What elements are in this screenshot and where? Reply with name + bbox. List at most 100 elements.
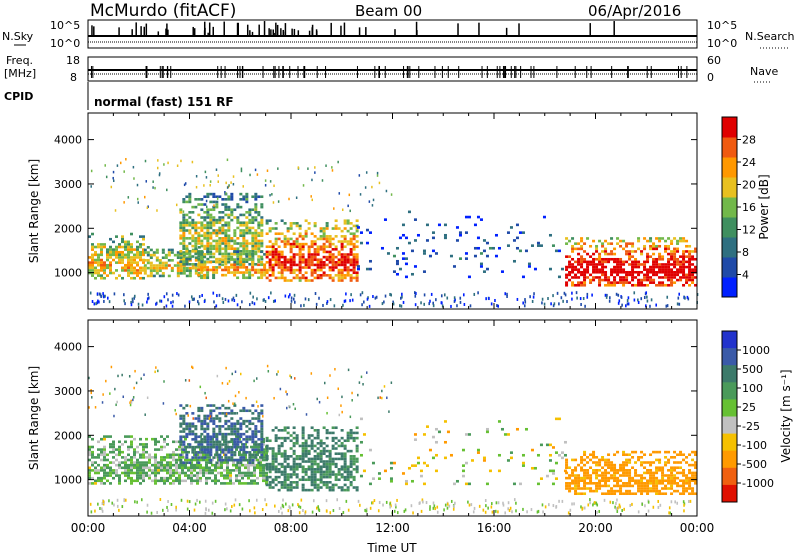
power-cell [200,229,204,232]
power-cell [416,233,420,237]
power-cell [307,245,311,249]
power-cell [161,266,165,270]
velocity-cell [200,456,204,459]
velocity-cell [262,443,265,446]
velocity-cell [209,440,213,444]
velocity-cell [188,427,192,431]
velocity-cell [234,498,237,502]
power-cell [375,295,378,299]
velocity-cell [334,367,336,371]
power-cell [310,268,314,272]
power-cell [185,260,189,264]
power-cell [254,195,258,199]
velocity-cell [573,502,575,506]
velocity-cell [640,476,644,480]
velocity-cell [215,453,219,457]
velocity-cell [130,476,133,480]
power-x-ticks [87,113,698,309]
power-cell [206,266,210,269]
velocity-cell [277,449,281,453]
velocity-cell [571,479,575,483]
power-cell [277,271,281,275]
power-cell [319,261,323,264]
velocity-cell [254,443,258,446]
power-cell [637,260,641,264]
power-cell [260,218,264,222]
velocity-cell [352,439,356,443]
power-cell [142,261,145,264]
velocity-cell [178,466,181,470]
power-cell [655,263,659,266]
velocity-cell [194,432,198,436]
power-cell [263,263,267,267]
power-cell [185,250,189,253]
velocity-cell [274,470,278,474]
velocity-cell [301,447,305,450]
power-cell [218,216,222,219]
power-cell [577,252,581,256]
power-cell [661,237,665,240]
power-cell [242,247,246,251]
power-cell [619,239,623,243]
velocity-cell [190,482,193,485]
power-cell [230,211,234,214]
power-cell [649,276,653,279]
velocity-cell [224,440,228,444]
velocity-cell [610,466,614,470]
power-cell [664,265,668,269]
velocity-cell [420,509,423,513]
velocity-cell [139,461,142,464]
velocity-cell [157,479,160,483]
power-cell [251,258,255,261]
power-cell [568,265,572,269]
velocity-cell [316,452,320,456]
velocity-cell [497,501,500,505]
power-cell [260,257,264,261]
velocity-cell [619,463,623,467]
velocity-cell [133,471,136,475]
power-cell [200,208,204,212]
power-cell [88,266,91,270]
velocity-cell [613,463,617,467]
power-cell [233,208,237,212]
velocity-cell [691,487,695,490]
power-cell [331,253,335,256]
power-cell [147,205,149,208]
power-cell [254,237,258,240]
velocity-cell [172,474,175,477]
velocity-cell [259,450,262,454]
power-cell [456,304,458,308]
power-cell [684,296,686,300]
velocity-cell [337,473,341,476]
power-cell [251,242,255,245]
velocity-cell [310,442,314,445]
velocity-cell [154,471,157,475]
velocity-cell [619,505,621,509]
velocity-cell [197,451,201,454]
velocity-cell [652,479,656,483]
velocity-cell [257,414,261,418]
power-cell [422,270,426,273]
velocity-cell [224,438,228,441]
power-cell [191,263,195,266]
power-cell [248,250,252,253]
velocity-cell [622,482,626,485]
power-cell [124,263,127,267]
velocity-cell [301,455,305,458]
velocity-cell [191,425,195,428]
velocity-cell [658,489,662,493]
power-cell [368,267,372,271]
velocity-cell [256,482,259,485]
velocity-cell [522,507,524,511]
velocity-cell [136,461,139,464]
power-cell [571,297,573,301]
velocity-cell [589,476,593,480]
velocity-cell [188,445,192,449]
velocity-cell [340,455,344,458]
power-cell [340,263,344,267]
velocity-cell [619,492,623,496]
velocity-cell [643,487,647,490]
velocity-cell [160,461,163,464]
velocity-cell [691,450,695,454]
power-cell [191,234,195,238]
